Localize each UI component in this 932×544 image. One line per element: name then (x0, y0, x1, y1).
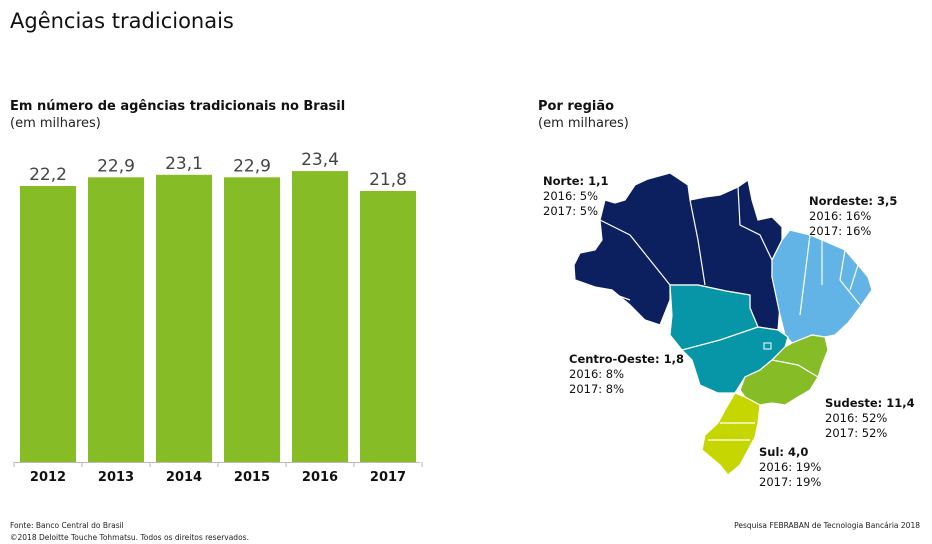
bar-value-label: 21,8 (369, 170, 407, 190)
brazil-region-map (573, 172, 873, 476)
x-tick-label: 2015 (234, 470, 270, 485)
map-label-centro-oeste: Centro-Oeste: 1,8 2016: 8% 2017: 8% (569, 352, 684, 396)
bar-2012 (20, 186, 76, 462)
x-tick-label: 2014 (166, 470, 202, 485)
bar-2014 (156, 174, 212, 463)
bar-chart-subtitle: (em milhares) (10, 116, 101, 131)
bar-value-label: 22,9 (97, 156, 135, 176)
map-title: Por região (538, 99, 615, 114)
bar-chart-title: Em número de agências tradicionais no Br… (10, 99, 346, 114)
map-region-sul (701, 392, 761, 476)
bar-2013 (88, 177, 144, 462)
map-label-sul: Sul: 4,0 2016: 19% 2017: 19% (759, 445, 822, 489)
copyright-note: ©2018 Deloitte Touche Tohmatsu. Todos os… (10, 533, 249, 542)
x-tick-label: 2016 (302, 470, 338, 485)
map-subtitle: (em milhares) (538, 116, 629, 131)
x-tick-label: 2013 (98, 470, 134, 485)
bar-chart: 22,2 2012 22,9 2013 23,1 2014 22,9 2015 23,4 2016… (13, 150, 423, 485)
federal-district-marker (763, 342, 772, 350)
state-borders (574, 186, 861, 441)
bar-2016 (292, 171, 348, 462)
map-label-norte: Norte: 1,1 2016: 5% 2017: 5% (543, 174, 609, 218)
bar-2015 (224, 177, 280, 462)
x-tick-label: 2017 (370, 470, 406, 485)
map-label-nordeste: Nordeste: 3,5 2016: 16% 2017: 16% (809, 194, 898, 238)
bar-2017 (360, 190, 416, 463)
bar-value-label: 22,2 (29, 165, 67, 185)
bar-value-label: 23,1 (165, 154, 203, 174)
map-label-sudeste: Sudeste: 11,4 2016: 52% 2017: 52% (825, 396, 915, 440)
page-title: Agências tradicionais (10, 9, 234, 33)
map-region-sudeste (739, 334, 829, 406)
source-note: Fonte: Banco Central do Brasil (10, 521, 124, 530)
bar-value-label: 22,9 (233, 156, 271, 176)
bar-value-label: 23,4 (301, 150, 339, 170)
survey-note: Pesquisa FEBRABAN de Tecnologia Bancária… (734, 521, 920, 530)
x-tick-label: 2012 (30, 470, 66, 485)
